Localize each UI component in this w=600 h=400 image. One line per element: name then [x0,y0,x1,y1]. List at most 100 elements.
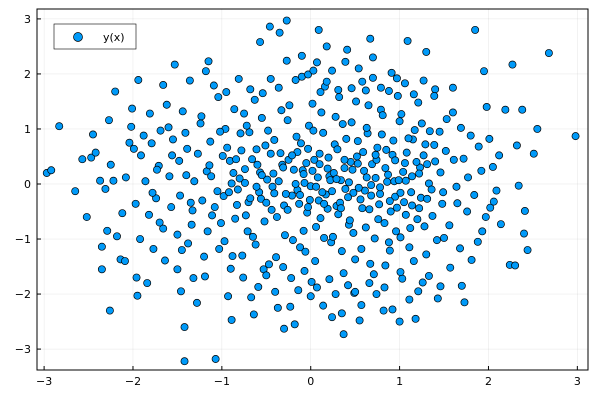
data-point [201,272,209,281]
data-point [257,114,266,122]
data-point [245,128,254,137]
data-point [282,56,291,65]
data-point [423,194,432,203]
data-point [307,278,316,286]
data-point [412,158,421,166]
data-point [356,195,365,204]
data-point [143,279,152,288]
data-point [337,247,346,256]
data-point [414,287,423,296]
data-point [361,223,370,232]
data-point [400,198,408,207]
data-point [279,263,288,272]
data-point [406,224,415,232]
data-point [274,177,283,186]
data-point [82,213,91,221]
data-point [101,184,110,193]
data-point [366,34,375,43]
data-point [544,49,553,57]
data-point [312,222,321,231]
data-point [320,199,329,208]
data-point [413,215,422,224]
data-point [314,25,323,34]
data-point [400,79,409,88]
data-point [409,90,418,99]
data-point [136,235,145,243]
data-point [478,227,487,236]
data-point [315,160,324,169]
data-point [452,182,461,191]
data-point [263,175,272,184]
legend-marker [73,32,83,42]
data-point [387,68,396,77]
data-point [290,320,299,329]
y-tick-label: −2 [15,288,31,301]
data-point [113,232,121,241]
data-point [159,80,168,89]
data-point [370,234,379,243]
data-point [239,273,248,282]
data-point [463,207,472,216]
plot-frame [36,8,589,371]
data-point [319,301,328,310]
data-point [313,173,322,182]
data-point [320,233,329,242]
data-point [193,298,201,307]
data-point [315,149,324,158]
data-point [425,127,434,136]
data-point [167,203,176,212]
data-point [322,42,331,51]
data-point [273,303,282,312]
data-point [106,160,115,169]
data-point [234,74,243,83]
data-point [256,38,265,46]
data-point [310,155,319,164]
data-point [312,58,321,67]
data-point [190,177,199,186]
y-tick-label: 3 [24,13,31,26]
data-point [262,198,271,207]
data-point [274,83,283,92]
data-point [296,139,305,148]
data-point [520,229,528,238]
data-point [440,233,448,242]
data-point [270,189,279,198]
data-point [347,118,356,127]
data-point [273,213,281,221]
data-point [395,117,404,126]
data-point [345,216,354,225]
data-point [338,120,347,128]
data-point [216,127,225,136]
data-point [410,126,419,135]
data-point [489,197,498,206]
data-point [252,145,261,154]
data-point [283,116,292,125]
data-point [352,97,360,106]
data-point [408,172,416,181]
data-point [272,253,281,262]
data-point [148,188,157,197]
data-point [312,283,321,292]
data-point [446,263,455,272]
data-point [366,259,375,268]
data-point [317,108,326,117]
data-point [155,218,164,227]
data-point [208,211,217,220]
data-point [392,203,401,212]
data-point [183,144,192,153]
data-point [277,106,286,115]
data-point [432,236,441,245]
data-point [240,109,249,118]
data-point [361,86,370,95]
data-point [309,126,318,135]
data-point [456,244,464,253]
data-point [254,282,263,291]
data-point [229,169,238,177]
data-point [402,148,411,157]
data-point [347,84,356,93]
data-point [236,129,245,138]
data-point [129,144,138,153]
data-point [384,170,392,179]
y-tick-label: −3 [15,343,31,356]
